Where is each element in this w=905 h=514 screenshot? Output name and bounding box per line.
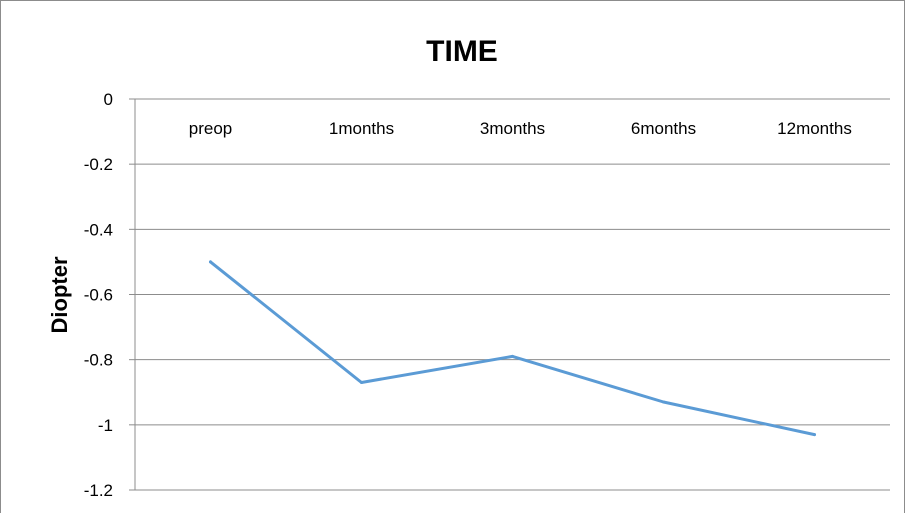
y-tick-labels: 0 -0.2 -0.4 -0.6 -0.8 -1 -1.2 [84, 90, 113, 500]
series-layer [209, 260, 816, 437]
data-point [511, 354, 514, 358]
category-labels: preop 1months 3months 6months 12months [189, 119, 852, 138]
chart-title: TIME [426, 35, 498, 68]
gridlines [129, 98, 890, 491]
category-label: 12months [777, 119, 852, 138]
category-label: preop [189, 119, 232, 138]
category-label: 3months [480, 119, 545, 138]
category-label: 6months [631, 119, 696, 138]
y-tick-label: -0.2 [84, 155, 113, 174]
y-tick-label: -1.2 [84, 481, 113, 500]
y-tick-label: -0.8 [84, 351, 113, 370]
y-tick-label: -1 [98, 416, 113, 435]
y-tick-label: -0.6 [84, 286, 113, 305]
data-point [813, 433, 816, 437]
data-point [662, 400, 665, 404]
y-tick-label: -0.4 [84, 220, 113, 239]
y-tick-label: 0 [104, 90, 113, 109]
series-line [209, 260, 816, 437]
category-label: 1months [329, 119, 394, 138]
data-point [209, 260, 212, 264]
data-point [360, 380, 363, 384]
y-axis-label: Diopter [47, 256, 72, 333]
